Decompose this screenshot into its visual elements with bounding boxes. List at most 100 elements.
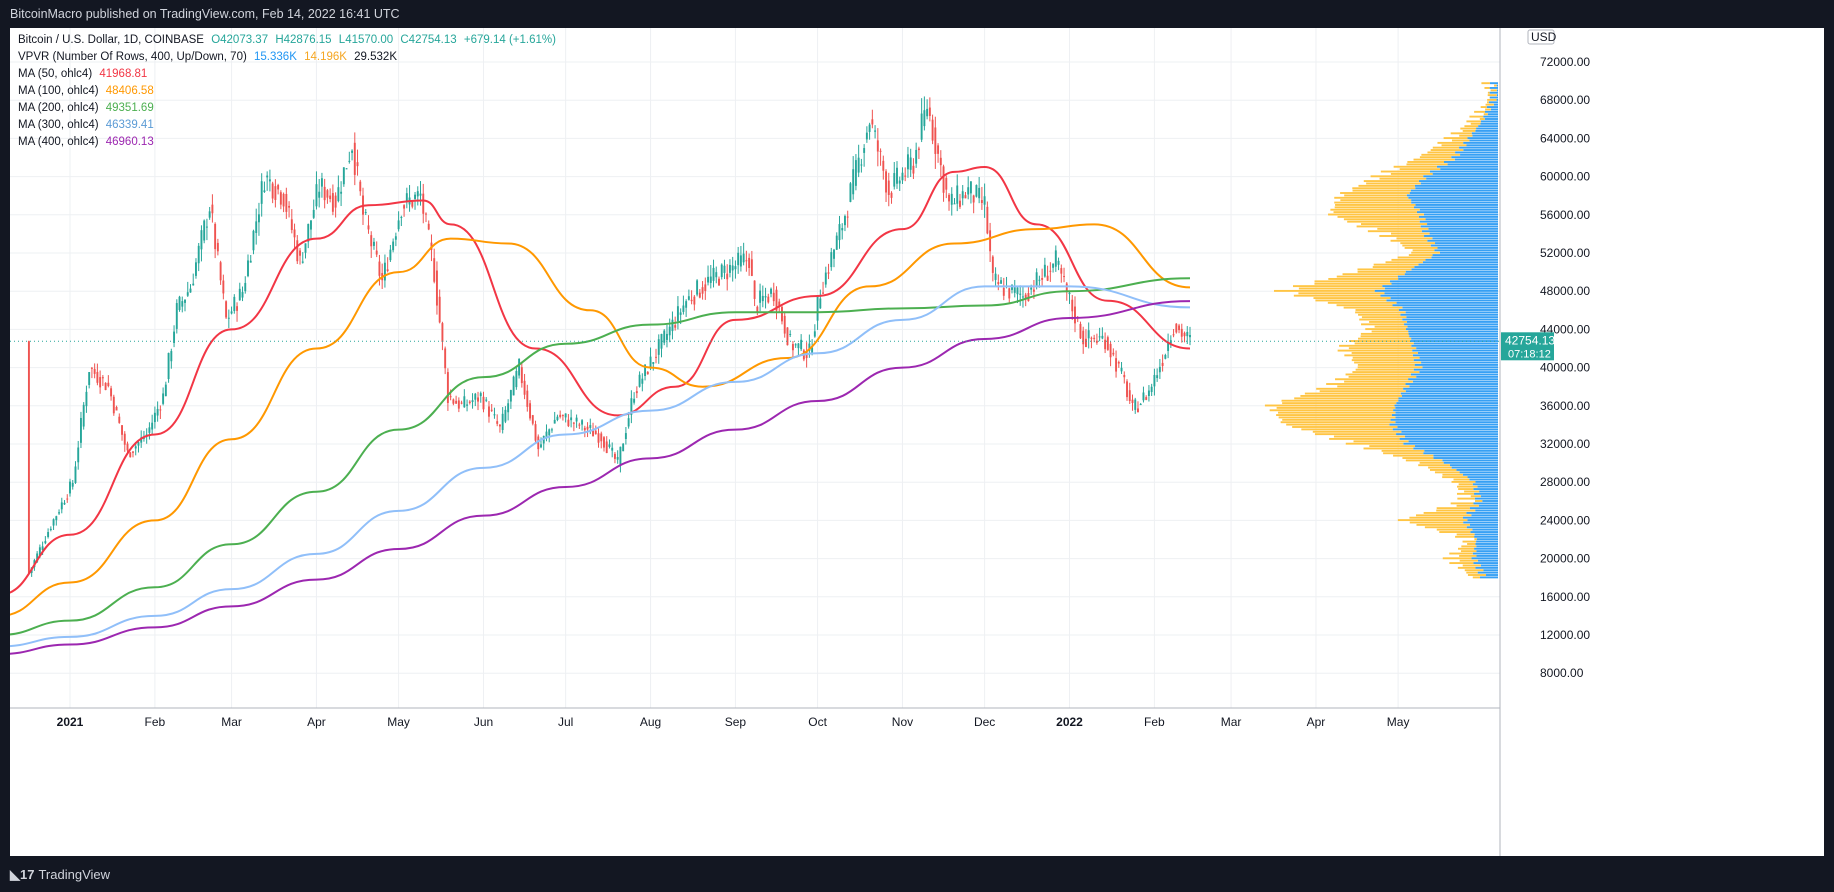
vp-down-bar [1314, 280, 1390, 283]
candle-up [852, 169, 855, 195]
vp-down-bar [1282, 418, 1391, 421]
candle-up [1068, 292, 1071, 295]
vp-down-bar [1355, 311, 1406, 314]
vp-up-bar [1429, 232, 1498, 235]
vp-down-bar [1418, 464, 1450, 467]
candle-down [945, 177, 948, 190]
vp-up-bar [1484, 118, 1498, 120]
candle-down [928, 107, 931, 116]
candle-down [526, 390, 529, 407]
vp-down-bar [1437, 141, 1464, 144]
candle-down [572, 422, 575, 424]
candle-up [953, 203, 956, 205]
vp-up-bar [1408, 330, 1498, 333]
vp-up-bar [1401, 395, 1498, 397]
price-tick-label: 60000.00 [1540, 170, 1590, 184]
candle-down [222, 280, 225, 294]
vp-up-bar [1490, 108, 1498, 111]
time-tick-label: Apr [307, 715, 326, 729]
vp-down-bar [1442, 557, 1472, 560]
vp-up-bar [1405, 328, 1498, 331]
candle-up [74, 466, 77, 483]
candle-up [860, 164, 863, 166]
tradingview-mark-icon: ◣17 [10, 867, 35, 882]
vp-down-bar [1334, 201, 1412, 204]
vp-down-bar [1484, 87, 1490, 89]
vp-down-bar [1470, 495, 1481, 498]
vp-up-bar [1434, 249, 1498, 252]
vp-down-bar [1304, 392, 1401, 395]
price-chart[interactable]: 8000.00 12000.00 16000.00 20000.00 24000.00 2… [10, 28, 1824, 856]
vp-up-bar [1393, 409, 1498, 412]
vp-down-bar [1369, 445, 1415, 448]
vp-down-bar [1359, 318, 1403, 321]
candle-down [1128, 390, 1131, 401]
candle-down [534, 424, 537, 441]
candle-down [123, 433, 126, 445]
vp-up-bar [1467, 519, 1498, 522]
vp-up-bar [1479, 490, 1498, 493]
vp-down-bar [1451, 480, 1476, 483]
candle-up [1022, 296, 1024, 298]
candle-down [378, 261, 381, 276]
candle-down [879, 150, 882, 152]
candle-up [660, 333, 663, 349]
tradingview-logo[interactable]: ◣17 TradingView [10, 867, 110, 883]
vp-up-bar [1440, 168, 1498, 171]
vp-down-bar [1347, 220, 1420, 223]
ma100-value: 48406.58 [105, 85, 154, 97]
candle-up [679, 312, 682, 315]
vpvr-up-volume: 15.336K [254, 51, 297, 63]
candle-down [359, 181, 362, 192]
vp-up-bar [1496, 89, 1498, 92]
vp-up-bar [1413, 447, 1498, 450]
vp-up-bar [1476, 550, 1498, 553]
candle-down [460, 402, 463, 404]
vp-down-bar [1464, 490, 1480, 493]
vp-up-bar [1411, 199, 1498, 202]
vp-up-bar [1431, 256, 1498, 259]
candle-down [592, 430, 594, 437]
vp-down-bar [1412, 249, 1435, 252]
candle-down [775, 289, 778, 311]
candle-up [720, 264, 723, 278]
vp-down-bar [1383, 452, 1424, 455]
candle-up [731, 265, 734, 271]
vp-up-bar [1416, 211, 1498, 214]
candle-up [515, 371, 518, 388]
vp-up-bar [1414, 445, 1498, 448]
vp-down-bar [1453, 478, 1470, 481]
vp-down-bar [1372, 266, 1415, 268]
vp-up-bar [1411, 344, 1498, 347]
vp-down-bar [1344, 194, 1407, 197]
time-tick-label: May [387, 715, 410, 729]
candle-down [386, 269, 389, 272]
vp-up-bar [1396, 301, 1498, 304]
candle-down [559, 414, 562, 417]
candle-up [575, 417, 578, 422]
candle-down [27, 341, 30, 574]
vp-up-bar [1405, 270, 1498, 273]
candle-down [1175, 323, 1178, 333]
vp-up-bar [1415, 187, 1498, 190]
candle-up [364, 212, 367, 214]
vp-up-bar [1473, 488, 1498, 491]
candle-up [419, 193, 422, 196]
candle-up [148, 427, 151, 433]
candle-down [1172, 334, 1175, 336]
vp-down-bar [1276, 414, 1392, 416]
vp-down-bar [1278, 416, 1396, 419]
vp-up-bar [1395, 406, 1498, 409]
candlestick-series [27, 96, 1191, 577]
vp-up-bar [1395, 411, 1498, 414]
chart-pane[interactable]: 8000.00 12000.00 16000.00 20000.00 24000.00 2… [10, 28, 1824, 856]
vp-down-bar [1335, 378, 1409, 381]
candle-up [811, 347, 814, 354]
candle-up [52, 519, 55, 526]
candle-down [537, 436, 540, 450]
vp-up-bar [1466, 526, 1498, 529]
candle-up [668, 326, 671, 336]
candle-up [36, 553, 39, 562]
candle-up [983, 196, 986, 205]
